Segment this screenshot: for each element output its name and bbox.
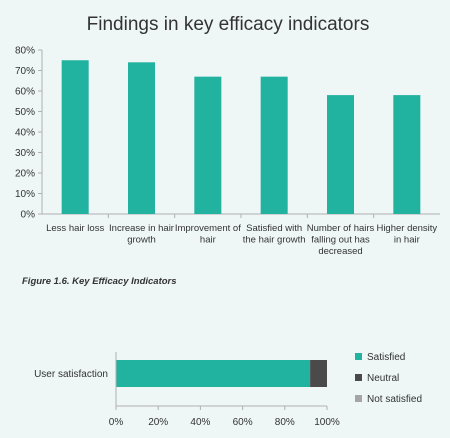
x-tick-label: 40%	[190, 417, 210, 428]
bar	[260, 76, 288, 215]
y-tick-label: 10%	[15, 189, 35, 200]
category-label: User satisfaction	[34, 369, 108, 380]
y-tick-label: 60%	[15, 87, 35, 98]
x-axis-labels: Less hair loss Increase in hair growthImpr…	[46, 214, 437, 257]
legend-swatch	[355, 395, 362, 402]
x-tick-label: Improvement of hair	[175, 223, 241, 246]
y-tick-label: 40%	[15, 128, 35, 139]
x-tick-label: 60%	[233, 417, 253, 428]
figure-caption: Figure 1.6. Key Efficacy Indicators	[22, 276, 177, 287]
y-tick-label: 80%	[15, 46, 35, 57]
bars	[61, 60, 421, 215]
x-tick-label: Less hair loss	[46, 223, 104, 234]
legend-swatch	[355, 374, 362, 381]
satisfaction-stacked-bar-chart: User satisfaction 0% 20% 40% 60% 80% 100% Sat…	[34, 352, 422, 428]
bar	[393, 95, 421, 214]
legend-label: Not satisfied	[367, 394, 422, 405]
stacked-bars	[116, 360, 327, 387]
x-tick-label: 0%	[109, 417, 124, 428]
x-tick-label: 80%	[275, 417, 295, 428]
bar-segment	[310, 360, 327, 387]
y-tick-label: 70%	[15, 66, 35, 77]
bar-segment	[116, 360, 311, 387]
bar	[61, 60, 89, 214]
y-tick-label: 0%	[21, 210, 36, 221]
x-tick-label: Satisfied with the hair growth	[243, 223, 306, 246]
legend-label: Neutral	[367, 373, 399, 384]
legend: Satisfied Neutral Not satisfied	[355, 352, 422, 405]
x-tick-label: Number of hairs falling out has decreased	[307, 223, 375, 257]
chart-title: Findings in key efficacy indicators	[87, 14, 370, 35]
efficacy-bar-chart: Findings in key efficacy indicators 0% 10…	[15, 14, 440, 257]
y-tick-label: 50%	[15, 107, 35, 118]
x-tick-label: Higher density in hair	[376, 223, 437, 246]
x-tick-label: Increase in hair growth	[109, 223, 174, 246]
bar	[194, 76, 222, 215]
x-axis: 0% 20% 40% 60% 80% 100%	[109, 352, 340, 428]
legend-swatch	[355, 353, 362, 360]
bar	[128, 62, 155, 214]
x-tick-label: 100%	[314, 417, 340, 428]
y-tick-label: 30%	[15, 148, 35, 159]
bar	[327, 95, 354, 214]
legend-label: Satisfied	[367, 352, 405, 363]
y-tick-label: 20%	[15, 169, 35, 180]
x-tick-label: 20%	[148, 417, 168, 428]
